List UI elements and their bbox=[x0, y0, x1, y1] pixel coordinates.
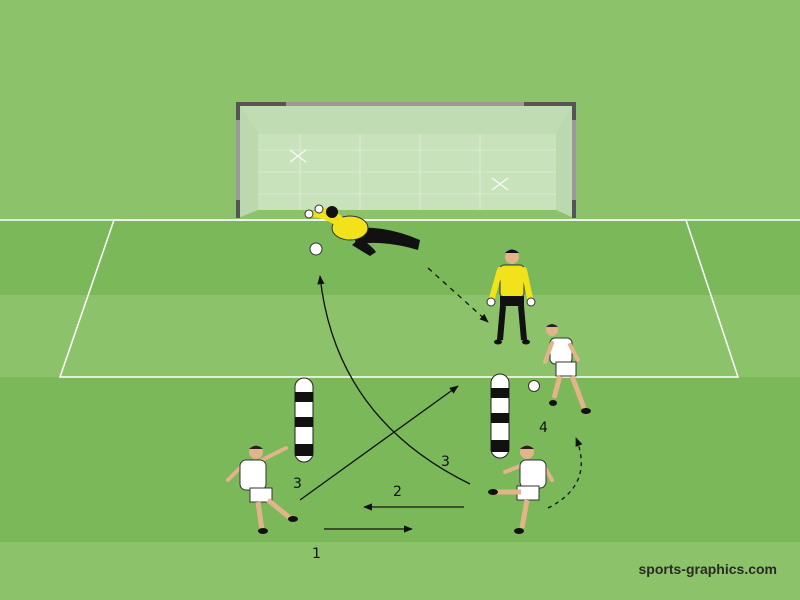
ball-runner bbox=[528, 380, 540, 392]
pitch-lines bbox=[0, 219, 800, 378]
player-runner bbox=[543, 324, 591, 414]
arrow-shot-right bbox=[317, 275, 471, 485]
goalkeeper-diving bbox=[304, 204, 420, 256]
arrow-shot-left bbox=[299, 385, 459, 501]
penalty-box bbox=[58, 219, 740, 378]
player-right bbox=[488, 445, 554, 534]
mannequin-left bbox=[294, 377, 314, 463]
goal bbox=[236, 102, 576, 218]
mannequin-right bbox=[490, 373, 510, 459]
label-3-left: 3 bbox=[293, 476, 302, 492]
goalkeeper-standing bbox=[486, 249, 536, 345]
player-left bbox=[226, 445, 298, 534]
label-4: 4 bbox=[539, 420, 548, 436]
watermark: sports-graphics.com bbox=[639, 561, 777, 577]
drill-arrows bbox=[299, 267, 583, 533]
label-2: 2 bbox=[393, 484, 402, 500]
label-3-right: 3 bbox=[441, 454, 450, 470]
step-labels: 1 2 3 3 4 bbox=[293, 420, 548, 562]
arrow-keeper-move bbox=[427, 267, 489, 323]
label-1: 1 bbox=[312, 546, 321, 562]
arrow-run-4 bbox=[547, 437, 583, 509]
ball-at-goal bbox=[309, 242, 323, 256]
